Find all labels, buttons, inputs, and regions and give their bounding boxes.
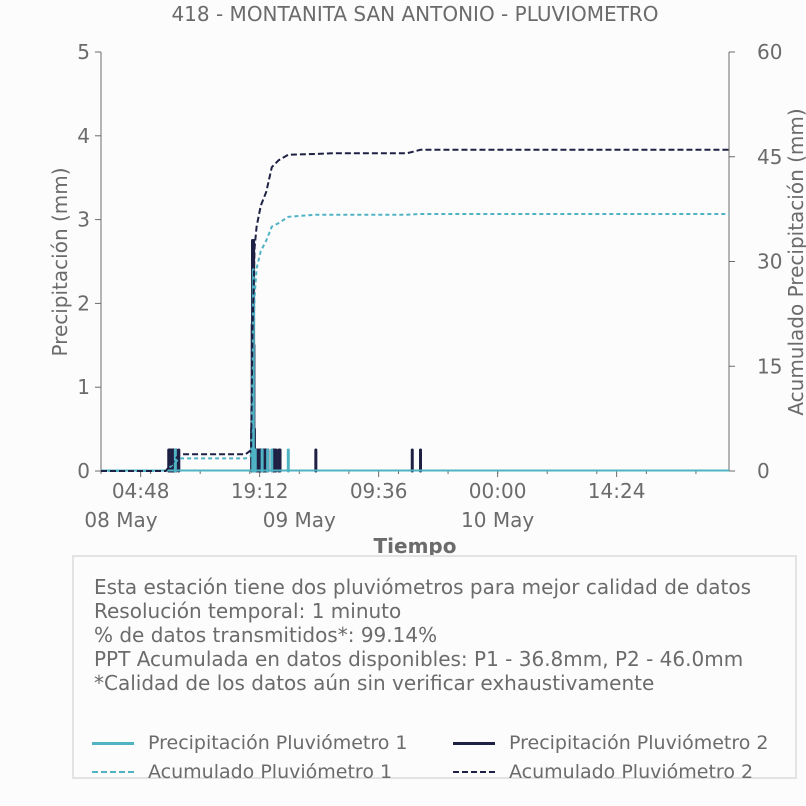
y2-axis-label: Acumulado Precipitación (mm) (784, 108, 806, 415)
rainfall-chart: 418 - MONTANITA SAN ANTONIO - PLUVIOMETR… (48, 2, 806, 558)
x-date-label: 09 May (263, 508, 336, 532)
info-line-transmitted: % de datos transmitidos*: 99.14% (94, 623, 438, 647)
y2-tick-label: 30 (757, 250, 782, 274)
x-tick-label: 19:12 (231, 479, 289, 503)
x-tick-label: 00:00 (469, 479, 527, 503)
y-axis-label: Precipitación (mm) (48, 167, 72, 356)
y-tick-label: 1 (77, 375, 90, 399)
x-tick-label: 14:24 (588, 479, 646, 503)
legend-label-p2: Precipitación Pluviómetro 2 (509, 732, 769, 754)
y2-tick-label: 60 (757, 40, 782, 64)
x-tick-label: 09:36 (350, 479, 408, 503)
info-line-accumulated: PPT Acumulada en datos disponibles: P1 -… (94, 647, 744, 671)
y-tick-label: 3 (77, 208, 90, 232)
y-tick-label: 2 (77, 291, 90, 315)
y2-tick-label: 0 (757, 459, 770, 483)
x-date-label: 10 May (461, 508, 534, 532)
info-panel: Esta estación tiene dos pluviómetros par… (72, 555, 797, 783)
chart-title: 418 - MONTANITA SAN ANTONIO - PLUVIOMETR… (171, 2, 658, 26)
legend-label-acc1: Acumulado Pluviómetro 1 (148, 761, 393, 783)
x-tick-label: 04:48 (112, 479, 170, 503)
legend-swatch-acc2 (453, 771, 495, 773)
legend-label-p1: Precipitación Pluviómetro 1 (148, 732, 408, 754)
info-line-stations: Esta estación tiene dos pluviómetros par… (94, 575, 752, 599)
x-date-label: 08 May (84, 508, 157, 532)
cumulative-line (101, 213, 729, 472)
legend-swatch-p1 (92, 742, 134, 745)
info-line-quality: *Calidad de los datos aún sin verificar … (94, 671, 655, 695)
info-line-resolution: Resolución temporal: 1 minuto (94, 599, 402, 623)
legend-label-acc2: Acumulado Pluviómetro 2 (509, 761, 754, 783)
legend-swatch-acc1 (92, 771, 134, 773)
y2-tick-label: 45 (757, 145, 782, 169)
legend: Precipitación Pluviómetro 1 Precipitació… (92, 730, 792, 790)
legend-swatch-p2 (453, 742, 495, 745)
info-text: Esta estación tiene dos pluviómetros par… (94, 575, 751, 695)
cumulative-line (101, 148, 729, 472)
y-tick-label: 4 (77, 124, 90, 148)
y2-tick-label: 15 (757, 354, 782, 378)
y-tick-label: 0 (77, 459, 90, 483)
x-axis-label: Tiempo (374, 534, 457, 558)
y-tick-label: 5 (77, 40, 90, 64)
